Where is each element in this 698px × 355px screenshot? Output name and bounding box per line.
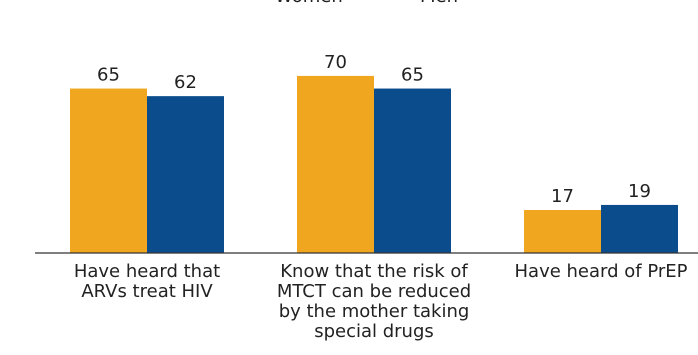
x-tick-label: Have heard that ARVs treat HIV — [74, 261, 220, 302]
x-tick-label: Have heard of PrEP — [515, 261, 688, 282]
bar — [374, 88, 451, 253]
x-tick-label: Know that the risk of MTCT can be reduced… — [277, 261, 471, 342]
data-label: 62 — [174, 72, 197, 93]
data-label: 70 — [324, 52, 347, 73]
data-label: 17 — [551, 186, 574, 207]
data-label: 65 — [97, 65, 120, 86]
legend-label: Women — [275, 0, 343, 7]
bar — [147, 96, 224, 253]
bar — [601, 204, 678, 253]
legend-label: Men — [420, 0, 458, 7]
data-label: 19 — [628, 181, 651, 202]
bar — [297, 75, 374, 254]
bar — [70, 88, 147, 253]
bar — [524, 209, 601, 253]
data-label: 65 — [401, 65, 424, 86]
